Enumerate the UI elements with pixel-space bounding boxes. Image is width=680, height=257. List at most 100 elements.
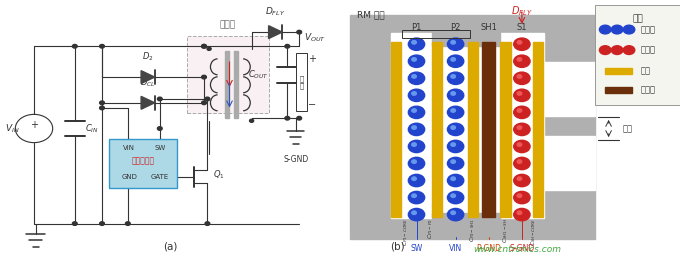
Circle shape: [517, 160, 522, 163]
Text: $C_{SH-CORE}$: $C_{SH-CORE}$: [529, 218, 538, 246]
Text: VIN: VIN: [123, 145, 135, 151]
Text: $D_{FLY}$: $D_{FLY}$: [511, 4, 533, 18]
Circle shape: [623, 46, 635, 54]
Text: 反激控制器: 反激控制器: [131, 156, 154, 165]
Circle shape: [514, 191, 530, 204]
Text: P-GND: P-GND: [476, 244, 501, 253]
Circle shape: [451, 126, 456, 129]
Circle shape: [447, 191, 464, 204]
Circle shape: [451, 211, 456, 215]
Circle shape: [447, 123, 464, 136]
Circle shape: [285, 116, 290, 120]
Text: $D_2$: $D_2$: [142, 50, 154, 63]
Circle shape: [205, 97, 210, 101]
Bar: [533, 42, 543, 217]
Bar: [605, 68, 632, 74]
Circle shape: [451, 177, 456, 180]
Circle shape: [514, 157, 530, 170]
Circle shape: [451, 194, 456, 197]
Text: www.cntronics.com: www.cntronics.com: [473, 245, 561, 254]
Text: 初级圈: 初级圈: [641, 25, 656, 34]
Text: $V_{OUT}$: $V_{OUT}$: [305, 31, 326, 44]
Text: $C_{SH1-SH}$: $C_{SH1-SH}$: [500, 218, 510, 243]
Circle shape: [408, 72, 425, 85]
Text: P1: P1: [411, 23, 422, 32]
Circle shape: [517, 58, 522, 61]
Circle shape: [514, 89, 530, 102]
Circle shape: [125, 222, 131, 225]
Circle shape: [201, 44, 207, 48]
Bar: [544, 136, 595, 190]
Circle shape: [412, 58, 416, 61]
Circle shape: [72, 44, 77, 48]
Text: 胶带: 胶带: [641, 66, 651, 75]
Circle shape: [207, 47, 211, 50]
Polygon shape: [269, 26, 282, 39]
Circle shape: [517, 143, 522, 146]
Circle shape: [412, 126, 416, 129]
Bar: [391, 42, 401, 217]
Circle shape: [408, 89, 425, 102]
Text: 屏蔽层: 屏蔽层: [641, 85, 656, 95]
Bar: [391, 33, 544, 218]
Bar: [403, 30, 470, 38]
Circle shape: [201, 101, 207, 105]
Circle shape: [412, 211, 416, 215]
Text: GATE: GATE: [151, 174, 169, 180]
Circle shape: [514, 55, 530, 67]
Text: 次级圈: 次级圈: [641, 45, 656, 55]
Circle shape: [451, 109, 456, 112]
Text: VIN: VIN: [449, 244, 462, 253]
Circle shape: [517, 92, 522, 95]
Circle shape: [517, 211, 522, 215]
Bar: [468, 42, 479, 217]
Circle shape: [451, 92, 456, 95]
Bar: [544, 62, 595, 116]
Text: SH1: SH1: [480, 23, 497, 32]
Circle shape: [447, 72, 464, 85]
Circle shape: [451, 41, 456, 44]
Circle shape: [412, 92, 416, 95]
Circle shape: [447, 38, 464, 50]
Circle shape: [99, 101, 105, 105]
Circle shape: [447, 174, 464, 187]
Text: (a): (a): [163, 242, 177, 252]
Circle shape: [412, 143, 416, 146]
Circle shape: [517, 75, 522, 78]
Circle shape: [158, 127, 163, 130]
Text: GND: GND: [121, 174, 137, 180]
Bar: [481, 42, 495, 217]
Circle shape: [447, 106, 464, 118]
Circle shape: [296, 30, 301, 34]
Bar: [432, 18, 500, 46]
Text: $D_{CL}$: $D_{CL}$: [140, 76, 156, 89]
Text: S-GND: S-GND: [509, 244, 534, 253]
Bar: [350, 15, 595, 239]
Circle shape: [611, 46, 623, 54]
Circle shape: [514, 38, 530, 50]
FancyBboxPatch shape: [109, 139, 177, 188]
Text: $D_{FLY}$: $D_{FLY}$: [265, 5, 286, 18]
Circle shape: [408, 157, 425, 170]
Circle shape: [408, 106, 425, 118]
Circle shape: [201, 75, 207, 79]
Circle shape: [408, 55, 425, 67]
Circle shape: [201, 44, 207, 48]
Circle shape: [514, 174, 530, 187]
Circle shape: [447, 157, 464, 170]
Text: $C_{OUT}$: $C_{OUT}$: [248, 69, 269, 81]
Circle shape: [451, 75, 456, 78]
Circle shape: [408, 38, 425, 50]
Text: 变压器: 变压器: [220, 21, 236, 30]
Text: SW: SW: [410, 244, 423, 253]
Circle shape: [408, 123, 425, 136]
Circle shape: [451, 160, 456, 163]
Bar: [432, 213, 500, 236]
Circle shape: [451, 143, 456, 146]
Circle shape: [447, 208, 464, 221]
Circle shape: [517, 109, 522, 112]
Circle shape: [517, 126, 522, 129]
Circle shape: [600, 25, 611, 34]
Polygon shape: [141, 71, 155, 84]
FancyBboxPatch shape: [187, 36, 269, 113]
